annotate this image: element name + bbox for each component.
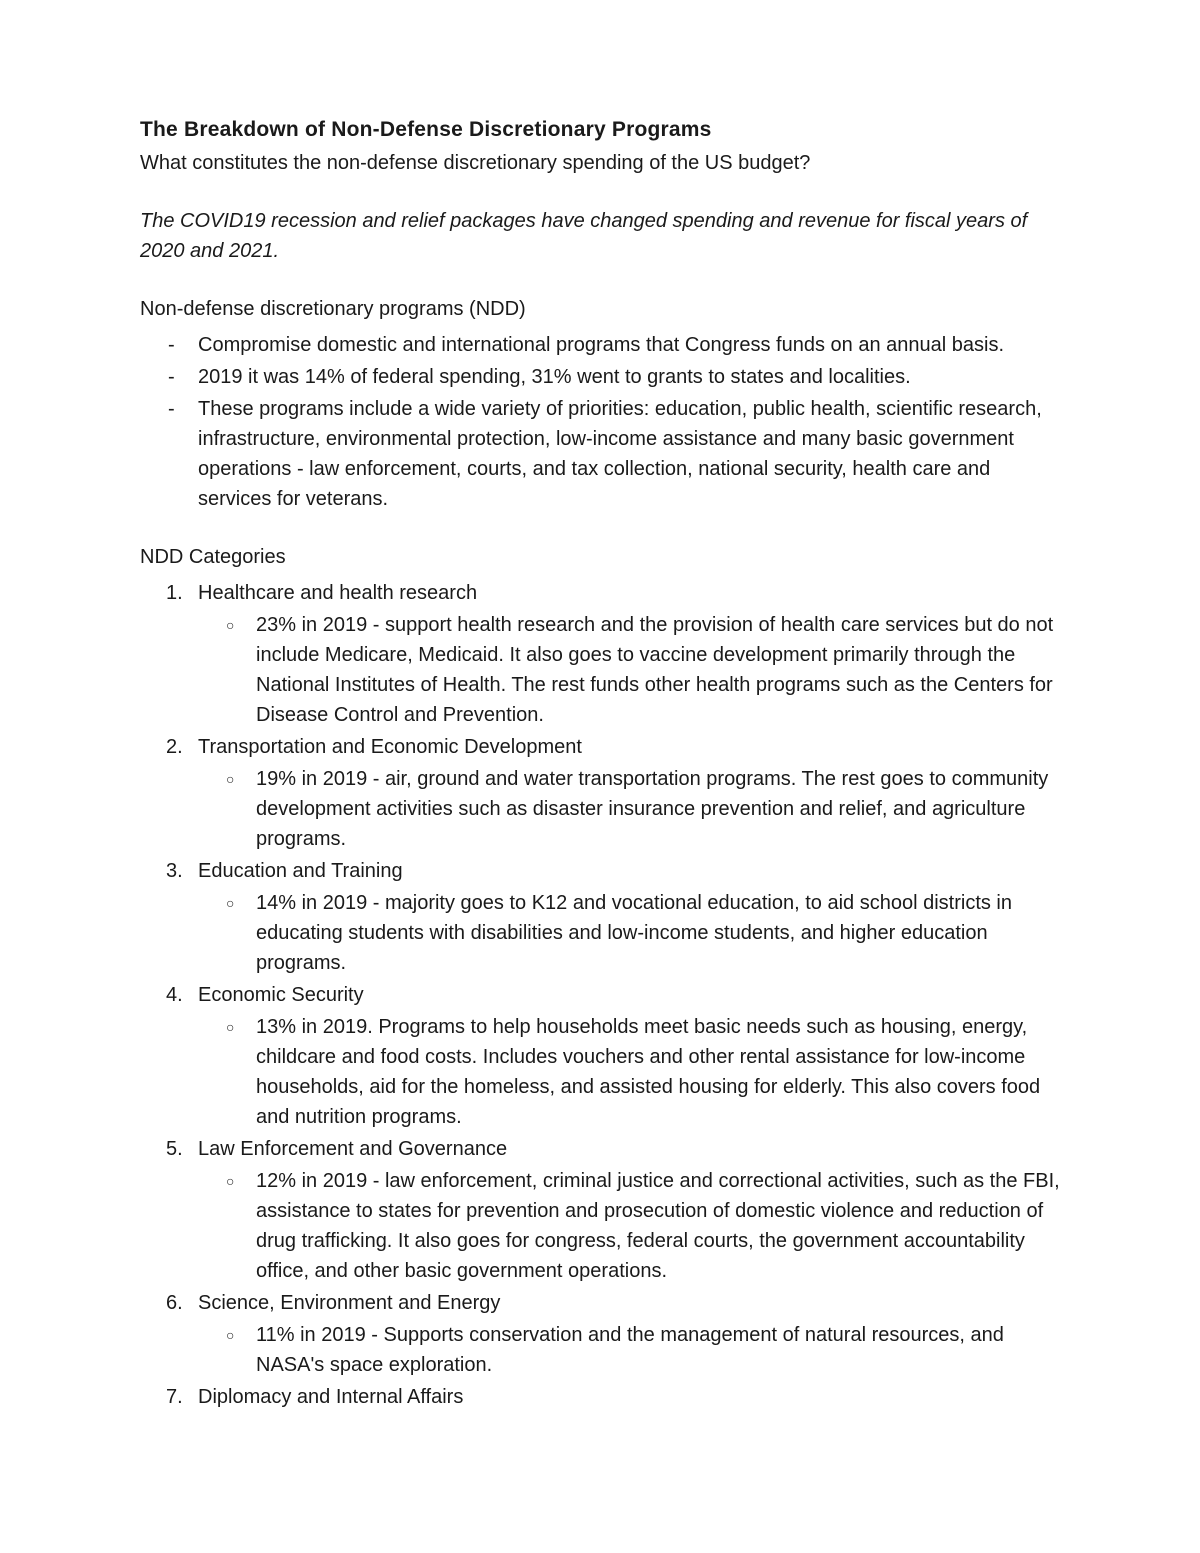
categories-heading: NDD Categories [140, 542, 1060, 572]
category-detail: 13% in 2019. Programs to help households… [256, 1012, 1060, 1132]
category-sublist: 12% in 2019 - law enforcement, criminal … [198, 1166, 1060, 1286]
ndd-heading: Non-defense discretionary programs (NDD) [140, 294, 1060, 324]
category-detail: 19% in 2019 - air, ground and water tran… [256, 764, 1060, 854]
category-detail: 11% in 2019 - Supports conservation and … [256, 1320, 1060, 1380]
category-sublist: 11% in 2019 - Supports conservation and … [198, 1320, 1060, 1380]
category-label: Transportation and Economic Development [198, 736, 582, 758]
category-item: Education and Training 14% in 2019 - maj… [198, 856, 1060, 978]
category-item: Economic Security 13% in 2019. Programs … [198, 980, 1060, 1132]
list-item: 2019 it was 14% of federal spending, 31%… [198, 362, 1060, 392]
intro-note: The COVID19 recession and relief package… [140, 206, 1060, 266]
category-label: Education and Training [198, 860, 403, 882]
category-item: Diplomacy and Internal Affairs [198, 1382, 1060, 1412]
ndd-bullet-list: Compromise domestic and international pr… [140, 330, 1060, 514]
category-sublist: 19% in 2019 - air, ground and water tran… [198, 764, 1060, 854]
category-label: Science, Environment and Energy [198, 1292, 500, 1314]
category-sublist: 23% in 2019 - support health research an… [198, 610, 1060, 730]
category-label: Law Enforcement and Governance [198, 1138, 507, 1160]
category-detail: 23% in 2019 - support health research an… [256, 610, 1060, 730]
category-item: Healthcare and health research 23% in 20… [198, 578, 1060, 730]
category-item: Science, Environment and Energy 11% in 2… [198, 1288, 1060, 1380]
category-detail: 14% in 2019 - majority goes to K12 and v… [256, 888, 1060, 978]
category-sublist: 14% in 2019 - majority goes to K12 and v… [198, 888, 1060, 978]
document-title: The Breakdown of Non-Defense Discretiona… [140, 118, 1060, 142]
document-subtitle: What constitutes the non-defense discret… [140, 148, 1060, 178]
category-label: Economic Security [198, 984, 364, 1006]
categories-list: Healthcare and health research 23% in 20… [140, 578, 1060, 1412]
category-item: Transportation and Economic Development … [198, 732, 1060, 854]
category-label: Healthcare and health research [198, 582, 477, 604]
list-item: These programs include a wide variety of… [198, 394, 1060, 514]
category-detail: 12% in 2019 - law enforcement, criminal … [256, 1166, 1060, 1286]
category-item: Law Enforcement and Governance 12% in 20… [198, 1134, 1060, 1286]
document-page: The Breakdown of Non-Defense Discretiona… [0, 0, 1200, 1474]
category-sublist: 13% in 2019. Programs to help households… [198, 1012, 1060, 1132]
category-label: Diplomacy and Internal Affairs [198, 1386, 463, 1408]
list-item: Compromise domestic and international pr… [198, 330, 1060, 360]
